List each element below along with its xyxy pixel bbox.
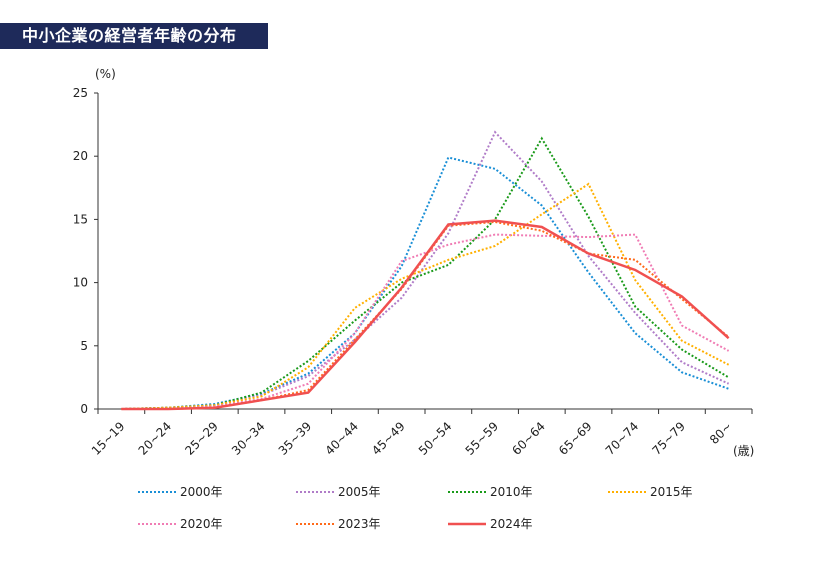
x-tick-label: 55~59	[463, 419, 502, 458]
y-tick-label: 5	[80, 339, 88, 353]
y-tick-label: 10	[73, 276, 88, 290]
y-tick-label: 20	[73, 149, 88, 163]
y-tick-label: 25	[73, 86, 88, 100]
x-tick-label: 50~54	[416, 419, 455, 458]
legend-label: 2020年	[180, 517, 223, 531]
series-line-2024年	[121, 219, 730, 411]
chart-title: 中小企業の経営者年齢の分布	[0, 23, 268, 49]
legend-item: 2005年	[296, 485, 381, 499]
legend-label: 2023年	[338, 517, 381, 531]
x-tick-label: 60~64	[509, 419, 548, 458]
x-tick-label: 30~34	[229, 419, 268, 458]
legend-label: 2015年	[650, 485, 693, 499]
x-tick-label: 15~19	[89, 419, 128, 458]
x-tick-label: 25~29	[182, 419, 221, 458]
legend-item: 2015年	[608, 485, 693, 499]
legend-label: 2024年	[490, 517, 533, 531]
legend-label: 2010年	[490, 485, 533, 499]
legend-item: 2023年	[296, 517, 381, 531]
x-tick-label: 75~79	[649, 419, 688, 458]
legend-item: 2010年	[448, 485, 533, 499]
x-tick-label: 40~44	[322, 419, 361, 458]
legend-label: 2000年	[180, 485, 223, 499]
x-tick-label: 65~69	[556, 419, 595, 458]
x-tick-label: 70~74	[603, 419, 642, 458]
series-line-2015年	[121, 182, 730, 410]
series-line-2010年	[121, 136, 730, 410]
x-tick-label: 80~	[707, 419, 735, 447]
y-tick-label: 0	[80, 402, 88, 416]
x-axis-unit: (歳)	[733, 444, 754, 458]
x-tick-label: 45~49	[369, 419, 408, 458]
x-tick-label: 20~24	[136, 419, 175, 458]
legend-item: 2020年	[138, 517, 223, 531]
legend-item: 2024年	[448, 517, 533, 531]
legend-label: 2005年	[338, 485, 381, 499]
y-tick-label: 15	[73, 212, 88, 226]
legend-item: 2000年	[138, 485, 223, 499]
x-tick-label: 35~39	[276, 419, 315, 458]
y-axis-unit: (%)	[95, 67, 116, 81]
